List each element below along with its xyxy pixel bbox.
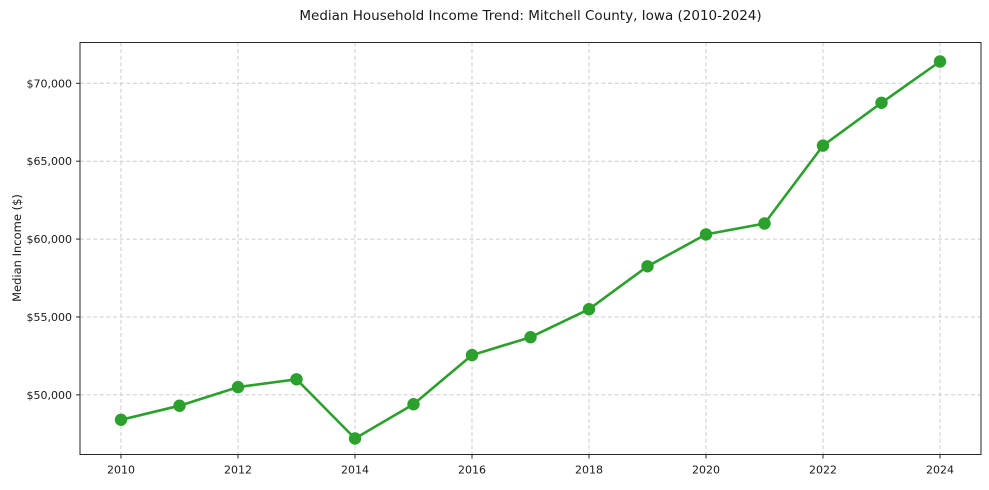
chart-title: Median Household Income Trend: Mitchell … [299, 8, 762, 24]
data-point-2016 [465, 348, 479, 362]
y-tick-label: $60,000 [27, 233, 73, 246]
x-tick-label: 2022 [809, 464, 837, 477]
data-point-2023 [875, 96, 888, 110]
data-point-2010 [114, 413, 128, 426]
x-tick-label: 2024 [926, 464, 954, 477]
x-axis: 2010 2012 2014 2016 2018 2020 2022 2024 [107, 454, 954, 477]
data-point-2021 [758, 217, 771, 230]
y-tick-label: $65,000 [27, 155, 73, 168]
grid [80, 42, 981, 455]
plot-border [79, 42, 982, 455]
y-axis: $50,000 $55,000 $60,000 $65,000 $70,000 [27, 77, 80, 402]
y-tick-label: $55,000 [27, 311, 73, 324]
income-trend-line [119, 60, 942, 440]
data-point-2013 [290, 373, 303, 386]
y-tick-label: $70,000 [27, 77, 73, 90]
x-tick-label: 2018 [575, 464, 603, 477]
data-point-2024 [933, 55, 947, 68]
x-tick-label: 2016 [458, 464, 486, 477]
data-point-2015 [407, 398, 420, 411]
x-tick-label: 2014 [341, 464, 369, 477]
data-point-2019 [641, 260, 654, 273]
data-point-2018 [582, 303, 596, 316]
x-tick-label: 2012 [224, 464, 252, 477]
x-tick-label: 2010 [107, 464, 135, 477]
data-point-2022 [816, 139, 830, 152]
data-points [114, 55, 947, 445]
data-point-2020 [699, 228, 713, 241]
data-point-2017 [524, 331, 537, 344]
x-tick-label: 2020 [692, 464, 720, 477]
y-tick-label: $50,000 [27, 389, 73, 402]
data-point-2011 [173, 399, 186, 412]
data-point-2014 [348, 432, 362, 445]
data-point-2012 [231, 380, 245, 394]
y-axis-label: Median Income ($) [10, 194, 24, 302]
